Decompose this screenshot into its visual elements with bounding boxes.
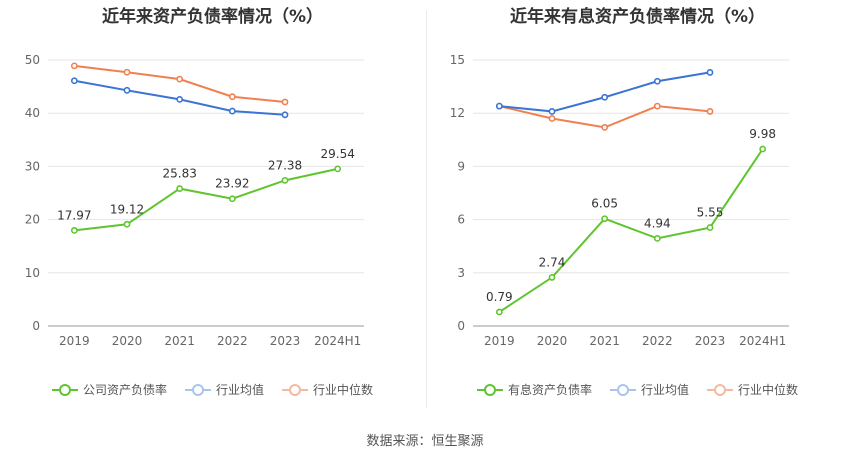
data-point bbox=[176, 95, 184, 103]
chart-title: 近年来资产负债率情况（%） bbox=[101, 7, 324, 27]
x-tick-label: 2021 bbox=[164, 334, 195, 348]
chart-panel-interest-debt-ratio: 近年来有息资产负债率情况（%） 0 3 6 9 12 15 2019 2020 2021 2022… bbox=[425, 0, 850, 420]
legend-marker-icon bbox=[184, 383, 211, 396]
chart-legend: 有息资产负债率 行业均值 行业中位数 bbox=[425, 381, 850, 398]
chart-legend: 公司资产负债率 行业均值 行业中位数 bbox=[0, 381, 425, 398]
data-label: 6.05 bbox=[591, 197, 618, 211]
data-point bbox=[281, 111, 289, 119]
data-point bbox=[601, 215, 609, 223]
data-point bbox=[548, 274, 556, 281]
data-point bbox=[706, 108, 714, 115]
y-tick-label: 50 bbox=[25, 53, 40, 67]
legend-item-company[interactable]: 有息资产负债率 bbox=[476, 381, 592, 398]
legend-item-company[interactable]: 公司资产负债率 bbox=[51, 381, 167, 398]
legend-marker-icon bbox=[707, 383, 733, 396]
data-point bbox=[653, 77, 661, 85]
data-point bbox=[70, 77, 78, 85]
data-point bbox=[281, 176, 289, 184]
legend-item-industry-mean[interactable]: 行业均值 bbox=[184, 381, 264, 398]
data-label: 27.38 bbox=[268, 158, 302, 172]
x-tick-label: 2024H1 bbox=[739, 334, 786, 348]
data-point bbox=[123, 220, 131, 228]
data-point bbox=[601, 123, 609, 131]
x-tick-label: 2020 bbox=[112, 334, 143, 348]
x-tick-label: 2024H1 bbox=[314, 334, 361, 348]
legend-marker-icon bbox=[476, 383, 503, 396]
data-label: 23.92 bbox=[215, 177, 249, 191]
y-tick-label: 6 bbox=[457, 213, 465, 227]
legend-label: 公司资产负债率 bbox=[82, 383, 167, 397]
data-point bbox=[495, 308, 503, 316]
data-label: 17.97 bbox=[57, 208, 91, 222]
x-tick-label: 2023 bbox=[270, 334, 301, 348]
legend-marker-icon bbox=[609, 383, 636, 396]
data-label: 0.79 bbox=[486, 290, 513, 304]
legend-label: 行业均值 bbox=[640, 383, 689, 397]
legend-marker-icon bbox=[51, 383, 78, 396]
data-point bbox=[281, 98, 289, 106]
chart-plot-debt-ratio: 0 10 20 30 40 50 2019 2020 2021 2022 2023 2024H1 17.… bbox=[25, 53, 364, 348]
legend-label: 行业均值 bbox=[215, 383, 264, 397]
data-point bbox=[70, 62, 78, 70]
data-point bbox=[706, 224, 714, 231]
y-tick-label: 20 bbox=[25, 213, 40, 227]
data-point bbox=[548, 108, 556, 115]
data-point bbox=[548, 115, 556, 122]
data-source-note: 数据来源：恒生聚源 bbox=[366, 434, 484, 449]
data-label: 2.74 bbox=[539, 255, 566, 269]
legend-marker-icon bbox=[282, 383, 308, 396]
chart-plot-interest-debt-ratio: 0 3 6 9 12 15 2019 2020 2021 2022 2023 2024H1 0.79 2.… bbox=[450, 53, 789, 348]
x-tick-label: 2021 bbox=[589, 334, 620, 348]
data-label: 9.98 bbox=[749, 127, 776, 141]
y-tick-label: 0 bbox=[457, 319, 465, 333]
data-point bbox=[653, 234, 661, 242]
data-point bbox=[176, 185, 184, 192]
y-tick-label: 10 bbox=[25, 266, 40, 280]
data-point bbox=[176, 75, 184, 83]
x-tick-label: 2020 bbox=[537, 334, 568, 348]
data-point bbox=[334, 165, 342, 173]
x-tick-label: 2019 bbox=[59, 334, 90, 348]
chart-panel-debt-ratio: 近年来资产负债率情况（%） 0 10 20 30 40 50 2019 2020 2021 202… bbox=[0, 0, 425, 420]
legend-item-industry-median[interactable]: 行业中位数 bbox=[707, 381, 798, 398]
data-label: 19.12 bbox=[110, 202, 144, 216]
data-label: 29.54 bbox=[320, 147, 354, 161]
series-line-1 bbox=[498, 148, 764, 313]
series-line-2 bbox=[499, 71, 711, 113]
x-tick-label: 2022 bbox=[217, 334, 248, 348]
legend-item-industry-mean[interactable]: 行业均值 bbox=[609, 381, 689, 398]
data-point bbox=[759, 145, 767, 153]
data-point bbox=[653, 102, 661, 110]
data-point bbox=[495, 102, 503, 110]
panel-divider bbox=[426, 10, 427, 408]
y-tick-label: 3 bbox=[457, 266, 465, 280]
legend-label: 有息资产负债率 bbox=[507, 383, 592, 397]
chart-title: 近年来有息资产负债率情况（%） bbox=[509, 7, 766, 27]
data-point bbox=[228, 195, 236, 203]
data-point bbox=[123, 86, 131, 94]
y-tick-label: 15 bbox=[450, 53, 465, 67]
legend-label: 行业中位数 bbox=[738, 383, 799, 397]
data-point bbox=[228, 107, 236, 115]
x-tick-label: 2019 bbox=[484, 334, 515, 348]
data-point bbox=[123, 68, 131, 76]
x-tick-label: 2022 bbox=[642, 334, 673, 348]
data-label: 5.55 bbox=[697, 206, 724, 220]
series-line-1 bbox=[74, 167, 338, 232]
y-tick-label: 30 bbox=[25, 159, 40, 173]
data-point bbox=[601, 93, 609, 101]
data-label: 25.83 bbox=[162, 167, 196, 181]
y-tick-label: 40 bbox=[25, 106, 40, 120]
data-point bbox=[706, 69, 714, 76]
y-tick-label: 12 bbox=[450, 106, 465, 120]
y-tick-label: 0 bbox=[32, 319, 40, 333]
data-point bbox=[70, 226, 78, 234]
x-tick-label: 2023 bbox=[695, 334, 726, 348]
legend-item-industry-median[interactable]: 行业中位数 bbox=[282, 381, 373, 398]
data-point bbox=[228, 93, 236, 101]
legend-label: 行业中位数 bbox=[313, 383, 374, 397]
data-label: 4.94 bbox=[644, 216, 671, 230]
y-tick-label: 9 bbox=[457, 159, 465, 173]
